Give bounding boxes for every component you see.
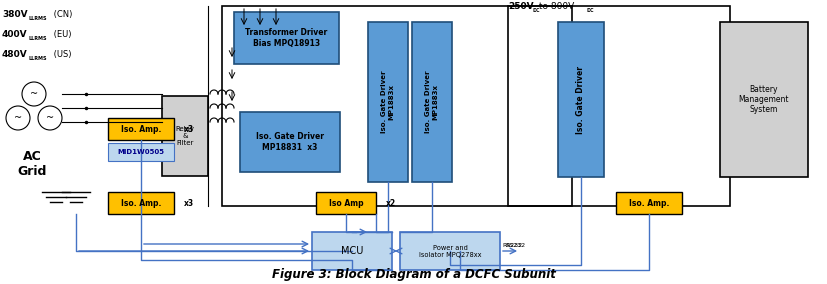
Bar (719, 22, 807, 177)
Text: LLRMS: LLRMS (29, 16, 47, 21)
Text: Iso Amp: Iso Amp (328, 199, 363, 208)
Text: ~: ~ (30, 89, 38, 99)
Text: (US): (US) (51, 50, 71, 59)
Bar (615, 192, 681, 214)
Text: Iso. Amp.: Iso. Amp. (121, 199, 161, 208)
Text: AC
Grid: AC Grid (17, 150, 46, 178)
Bar (240, 112, 340, 172)
Text: Iso. Gate Driver: Iso. Gate Driver (576, 66, 585, 133)
Text: 400V: 400V (2, 30, 27, 39)
Text: ~: ~ (14, 113, 22, 123)
Text: Iso. Amp.: Iso. Amp. (121, 124, 161, 133)
Text: MCU: MCU (341, 246, 363, 256)
Text: Power and
Isolator MPQ278xx: Power and Isolator MPQ278xx (418, 245, 480, 258)
Bar (508, 6, 729, 206)
Bar (316, 192, 375, 214)
Text: Iso. Gate Driver
MP1883x: Iso. Gate Driver MP1883x (381, 71, 394, 133)
Bar (367, 22, 408, 182)
Text: 380V: 380V (2, 10, 27, 19)
Text: 250V: 250V (508, 2, 533, 11)
Bar (557, 22, 603, 177)
Text: Iso. Amp.: Iso. Amp. (628, 199, 668, 208)
Text: LLRMS: LLRMS (29, 36, 47, 41)
Text: Iso. Gate Driver
MP18831  x3: Iso. Gate Driver MP18831 x3 (256, 132, 323, 152)
Bar (162, 96, 208, 176)
Text: Battery
Management
System: Battery Management System (738, 85, 788, 114)
Text: to 800V: to 800V (535, 2, 574, 11)
Text: Transformer Driver
Bias MPQ18913: Transformer Driver Bias MPQ18913 (245, 28, 327, 48)
Text: RS232: RS232 (504, 243, 524, 248)
Text: Iso. Gate Driver
MP1883x: Iso. Gate Driver MP1883x (425, 71, 438, 133)
Bar (412, 22, 452, 182)
Text: DC: DC (533, 8, 540, 13)
Bar (312, 232, 391, 270)
Bar (222, 6, 571, 206)
Text: (CN): (CN) (51, 10, 72, 19)
Text: x2: x2 (385, 199, 395, 208)
Text: (EU): (EU) (51, 30, 71, 39)
Bar (234, 12, 338, 64)
Text: ~: ~ (45, 113, 54, 123)
Text: x3: x3 (184, 199, 194, 208)
Bar (399, 232, 500, 270)
Bar (108, 118, 174, 140)
Text: Relay
&
Filter: Relay & Filter (175, 126, 194, 146)
Text: DC: DC (586, 8, 594, 13)
Text: MID1W0505: MID1W0505 (117, 149, 165, 155)
Bar (108, 192, 174, 214)
Text: 480V: 480V (2, 50, 28, 59)
Bar (108, 143, 174, 161)
Text: x3: x3 (184, 124, 194, 133)
Text: RS232: RS232 (501, 243, 522, 248)
Text: LLRMS: LLRMS (29, 56, 47, 61)
Text: Figure 3: Block Diagram of a DCFC Subunit: Figure 3: Block Diagram of a DCFC Subuni… (272, 268, 555, 281)
